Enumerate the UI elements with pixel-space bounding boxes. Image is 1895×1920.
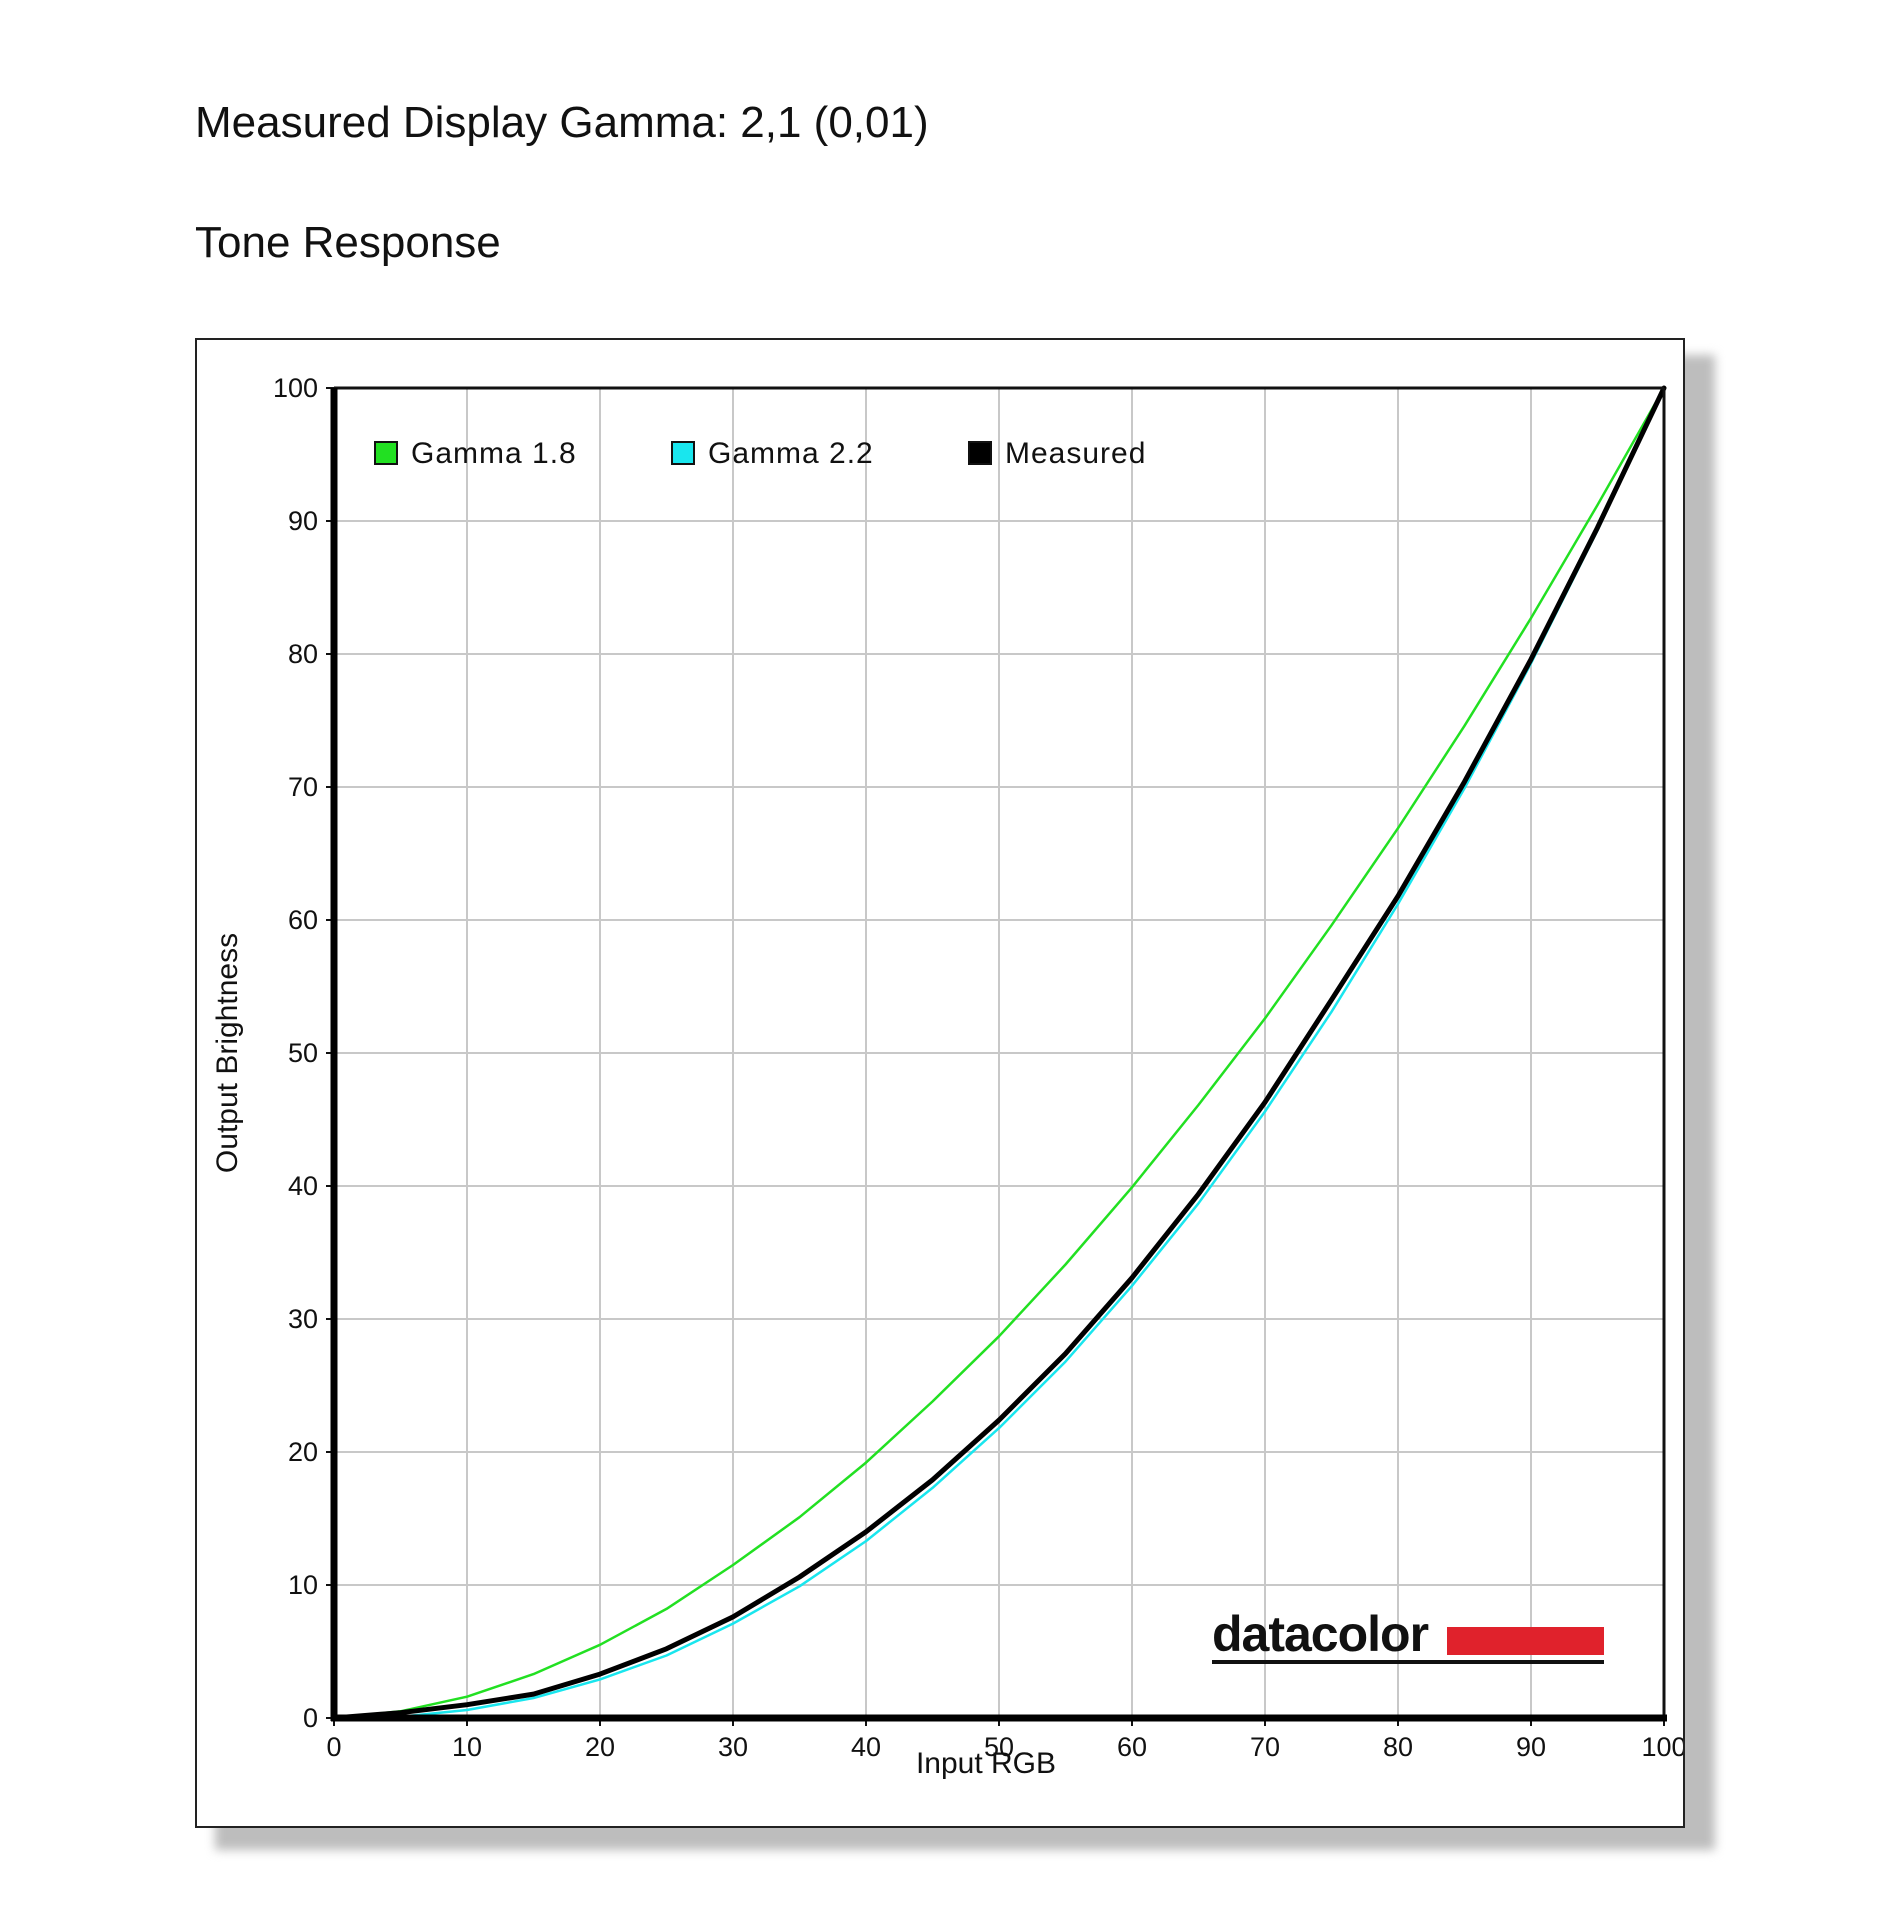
x-tick-label: 60 [1117, 1732, 1147, 1762]
legend-label: Gamma 2.2 [708, 437, 874, 470]
y-tick-label: 80 [288, 639, 318, 669]
y-axis-label: Output Brightness [211, 933, 244, 1173]
y-tick-label: 10 [288, 1570, 318, 1600]
gamma-2-2-line [332, 386, 1666, 1720]
x-axis-label: Input RGB [916, 1747, 1056, 1780]
x-tick-label: 10 [452, 1732, 482, 1762]
y-tick-label: 50 [288, 1038, 318, 1068]
legend-swatch-gamma-2-2 [671, 441, 695, 465]
x-tick-label: 40 [851, 1732, 881, 1762]
legend: Gamma 1.8 Gamma 2.2 Measured [374, 437, 1146, 470]
datacolor-logo: datacolor [1212, 1606, 1604, 1664]
y-tick-label: 60 [288, 905, 318, 935]
y-tick-label: 20 [288, 1437, 318, 1467]
axes [326, 386, 1667, 1726]
legend-swatch-measured [968, 441, 992, 465]
legend-label: Gamma 1.8 [411, 437, 577, 470]
datacolor-logo-text: datacolor [1212, 1606, 1429, 1662]
x-tick-label: 90 [1516, 1732, 1546, 1762]
x-tick-label: 80 [1383, 1732, 1413, 1762]
tick-labels: 0 10 20 30 40 50 60 70 80 90 100 0 10 20 30 40 50 60 70 80 9… [273, 373, 1683, 1762]
measured-line [331, 385, 1667, 1721]
y-tick-label: 40 [288, 1171, 318, 1201]
x-tick-label: 70 [1250, 1732, 1280, 1762]
x-tick-label: 100 [1641, 1732, 1683, 1762]
x-tick-label: 20 [585, 1732, 615, 1762]
y-tick-label: 0 [303, 1703, 318, 1733]
y-tick-label: 70 [288, 772, 318, 802]
y-tick-label: 30 [288, 1304, 318, 1334]
tone-response-heading: Tone Response [195, 218, 501, 267]
grid-lines [334, 387, 1664, 1718]
x-tick-label: 50 [984, 1732, 1014, 1762]
measured-gamma-heading: Measured Display Gamma: 2,1 (0,01) [195, 98, 929, 147]
datacolor-logo-red-bar [1447, 1627, 1604, 1655]
gamma-1-8-line [332, 386, 1666, 1720]
series-lines [331, 385, 1667, 1721]
legend-swatch-gamma-1-8 [374, 441, 398, 465]
x-tick-label: 30 [718, 1732, 748, 1762]
y-tick-label: 100 [273, 373, 318, 403]
datacolor-logo-underline [1212, 1660, 1604, 1664]
tone-response-chart: 0 10 20 30 40 50 60 70 80 90 100 0 10 20 30 40 50 60 70 80 9… [195, 338, 1685, 1828]
legend-label: Measured [1005, 437, 1146, 470]
tone-response-plot: 0 10 20 30 40 50 60 70 80 90 100 0 10 20 30 40 50 60 70 80 9… [211, 373, 1683, 1780]
x-tick-label: 0 [326, 1732, 341, 1762]
y-tick-label: 90 [288, 506, 318, 536]
